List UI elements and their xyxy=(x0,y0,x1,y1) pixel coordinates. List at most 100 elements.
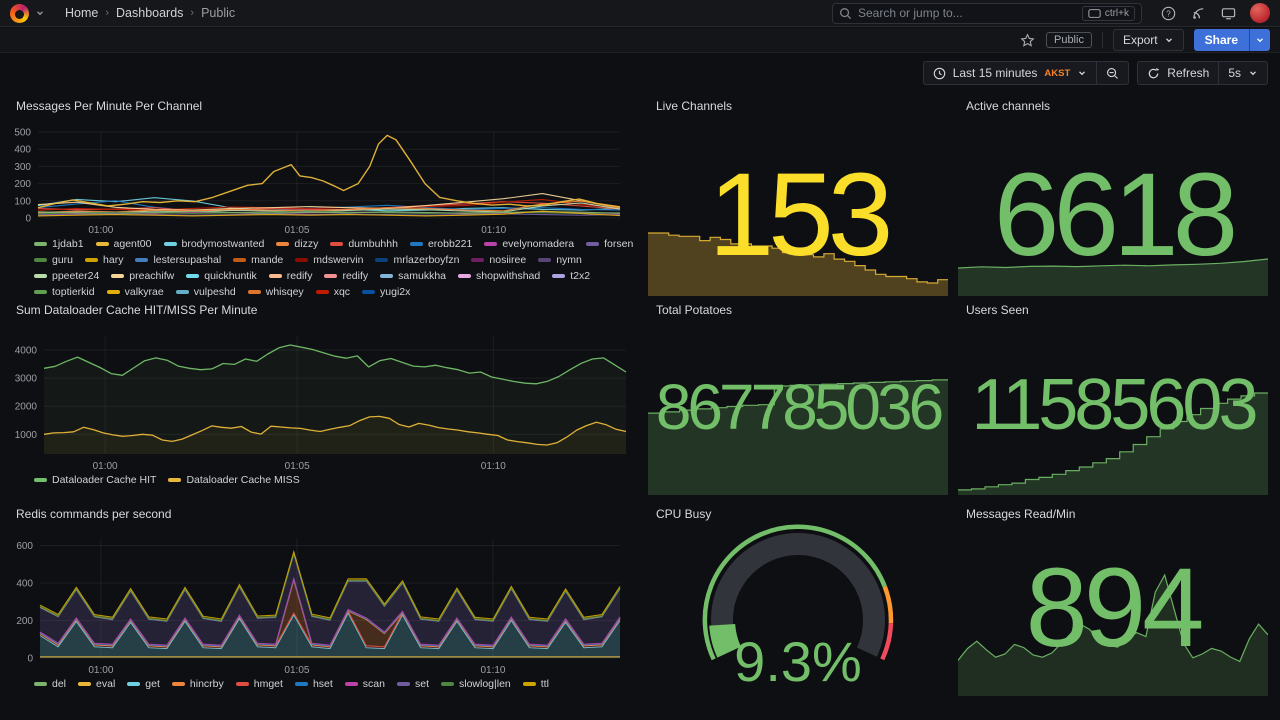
user-avatar[interactable] xyxy=(1250,3,1270,23)
svg-text:01:10: 01:10 xyxy=(481,225,506,236)
stat-sparkline xyxy=(958,300,1268,495)
legend-item[interactable]: forsen xyxy=(586,236,633,252)
keyboard-icon xyxy=(1088,8,1101,18)
share-menu-chevron[interactable] xyxy=(1249,29,1270,51)
legend-item[interactable]: preachifw xyxy=(111,268,174,284)
panel-title[interactable]: Total Potatoes xyxy=(656,303,733,317)
panel-title[interactable]: Users Seen xyxy=(966,303,1029,317)
share-split-button: Share xyxy=(1193,29,1270,51)
legend-item[interactable]: 1jdab1 xyxy=(34,236,84,252)
search-input[interactable]: Search or jump to... ctrl+k xyxy=(832,2,1142,24)
news-icon[interactable] xyxy=(1190,5,1206,21)
stat-value: 894 xyxy=(1025,545,1205,670)
panel-title[interactable]: Active channels xyxy=(966,99,1051,113)
panel-title[interactable]: Sum Dataloader Cache HIT/MISS Per Minute xyxy=(16,303,258,317)
panel-title[interactable]: Messages Per Minute Per Channel xyxy=(16,99,203,113)
help-icon[interactable]: ? xyxy=(1160,5,1176,21)
legend-item[interactable]: redify xyxy=(324,268,368,284)
refresh-interval-picker[interactable]: 5s xyxy=(1218,61,1268,85)
legend-swatch xyxy=(34,258,47,262)
legend-item[interactable]: erobb221 xyxy=(409,236,472,252)
stat-canvas xyxy=(958,258,1268,296)
nav-menu-chevron-icon[interactable] xyxy=(35,8,45,18)
star-icon[interactable] xyxy=(1020,32,1036,48)
legend-item[interactable]: toptierkid xyxy=(34,284,95,300)
stat-sparkline xyxy=(958,504,1268,696)
monitor-icon[interactable] xyxy=(1220,5,1236,21)
legend-item[interactable]: del xyxy=(34,676,66,692)
legend-item[interactable]: mdswervin xyxy=(295,252,363,268)
legend-item[interactable]: valkyrae xyxy=(106,284,164,300)
legend-swatch xyxy=(409,242,423,246)
legend-item[interactable]: ppeeter24 xyxy=(34,268,99,284)
export-button[interactable]: Export xyxy=(1112,29,1184,51)
legend-item[interactable]: xqc xyxy=(315,284,350,300)
breadcrumb-dashboards[interactable]: Dashboards xyxy=(116,6,184,20)
legend-item[interactable]: t2x2 xyxy=(552,268,590,284)
legend-item[interactable]: shopwithshad xyxy=(458,268,540,284)
legend-item[interactable]: dumbuhhh xyxy=(330,236,398,252)
legend-item[interactable]: yugi2x xyxy=(362,284,410,300)
legend-item[interactable]: evelynomadera xyxy=(484,236,574,252)
svg-text:4000: 4000 xyxy=(15,346,38,357)
chevron-down-icon xyxy=(1165,38,1172,43)
legend-item[interactable]: scan xyxy=(344,676,385,692)
legend-swatch xyxy=(168,478,182,482)
area-stacked-canvas[interactable]: 0 200 400 600 01:00 01:05 01:10 xyxy=(8,504,636,700)
legend-swatch xyxy=(95,242,109,246)
legend-item[interactable]: hmget xyxy=(235,676,283,692)
refresh-button[interactable]: Refresh xyxy=(1137,61,1219,85)
panel-live-channels: Live Channels 153 xyxy=(648,96,948,296)
svg-text:01:10: 01:10 xyxy=(481,461,506,472)
svg-text:01:00: 01:00 xyxy=(88,665,113,676)
legend-item[interactable]: hset xyxy=(294,676,333,692)
breadcrumb-home[interactable]: Home xyxy=(65,6,99,20)
legend-item[interactable]: set xyxy=(396,676,429,692)
grafana-logo[interactable] xyxy=(10,3,29,23)
share-button[interactable]: Share xyxy=(1193,29,1249,51)
legend-swatch xyxy=(538,258,552,262)
stat-value: 867785036 xyxy=(655,370,944,443)
line-canvas[interactable]: 1000 2000 3000 4000 01:00 01:05 01:10 xyxy=(8,300,636,496)
legend-item[interactable]: hary xyxy=(85,252,123,268)
legend-item[interactable]: nosiiree xyxy=(471,252,526,268)
legend-item[interactable]: agent00 xyxy=(95,236,152,252)
legend-item[interactable]: dizzy xyxy=(276,236,318,252)
line-canvas[interactable]: 0 100 200 300 400 500 01:00 01:05 01:10 xyxy=(8,96,636,296)
time-range-picker[interactable]: Last 15 minutes AKST xyxy=(922,61,1097,85)
panel-title[interactable]: CPU Busy xyxy=(656,507,712,521)
panel-title[interactable]: Redis commands per second xyxy=(16,507,172,521)
panel-title[interactable]: Messages Read/Min xyxy=(966,507,1076,521)
legend-item[interactable]: get xyxy=(127,676,160,692)
legend-item[interactable]: hincrby xyxy=(171,676,224,692)
timeseries-chart[interactable]: 0 200 400 600 01:00 01:05 01:10 xyxy=(8,504,636,700)
legend-item[interactable]: redify xyxy=(268,268,312,284)
panel-title[interactable]: Live Channels xyxy=(656,99,733,113)
zoom-out-icon xyxy=(1107,67,1119,79)
legend-swatch xyxy=(135,258,149,262)
legend-item[interactable]: samukkha xyxy=(380,268,446,284)
legend-item[interactable]: vulpeshd xyxy=(175,284,236,300)
legend-item[interactable]: lestersupashal xyxy=(135,252,221,268)
legend-item[interactable]: eval xyxy=(78,676,115,692)
legend-item[interactable]: Dataloader Cache HIT xyxy=(34,472,156,488)
dashboard-toolbar: Public Export Share xyxy=(0,28,1280,53)
legend-item[interactable]: guru xyxy=(34,252,73,268)
legend-swatch xyxy=(186,274,200,278)
stat-canvas xyxy=(648,379,948,495)
legend-item[interactable]: mande xyxy=(233,252,283,268)
legend-item[interactable]: Dataloader Cache MISS xyxy=(168,472,300,488)
legend-item[interactable]: brodymostwanted xyxy=(163,236,264,252)
legend-item[interactable]: mrlazerboyfzn xyxy=(375,252,459,268)
legend-item[interactable]: ttl xyxy=(522,676,549,692)
legend-item[interactable]: nymn xyxy=(538,252,582,268)
zoom-out-button[interactable] xyxy=(1096,61,1130,85)
public-badge: Public xyxy=(1045,32,1092,48)
legend-item[interactable]: quickhuntik xyxy=(186,268,257,284)
legend-item[interactable]: whisqey xyxy=(247,284,304,300)
timeseries-chart[interactable]: 0 100 200 300 400 500 01:00 01:05 01:10 xyxy=(8,96,636,296)
legend-item[interactable]: slowlog|len xyxy=(441,676,511,692)
panel-cpu-busy: CPU Busy 9.3% xyxy=(648,504,948,696)
breadcrumb-current: Public xyxy=(201,6,236,20)
timeseries-chart[interactable]: 1000 2000 3000 4000 01:00 01:05 01:10 xyxy=(8,300,636,496)
